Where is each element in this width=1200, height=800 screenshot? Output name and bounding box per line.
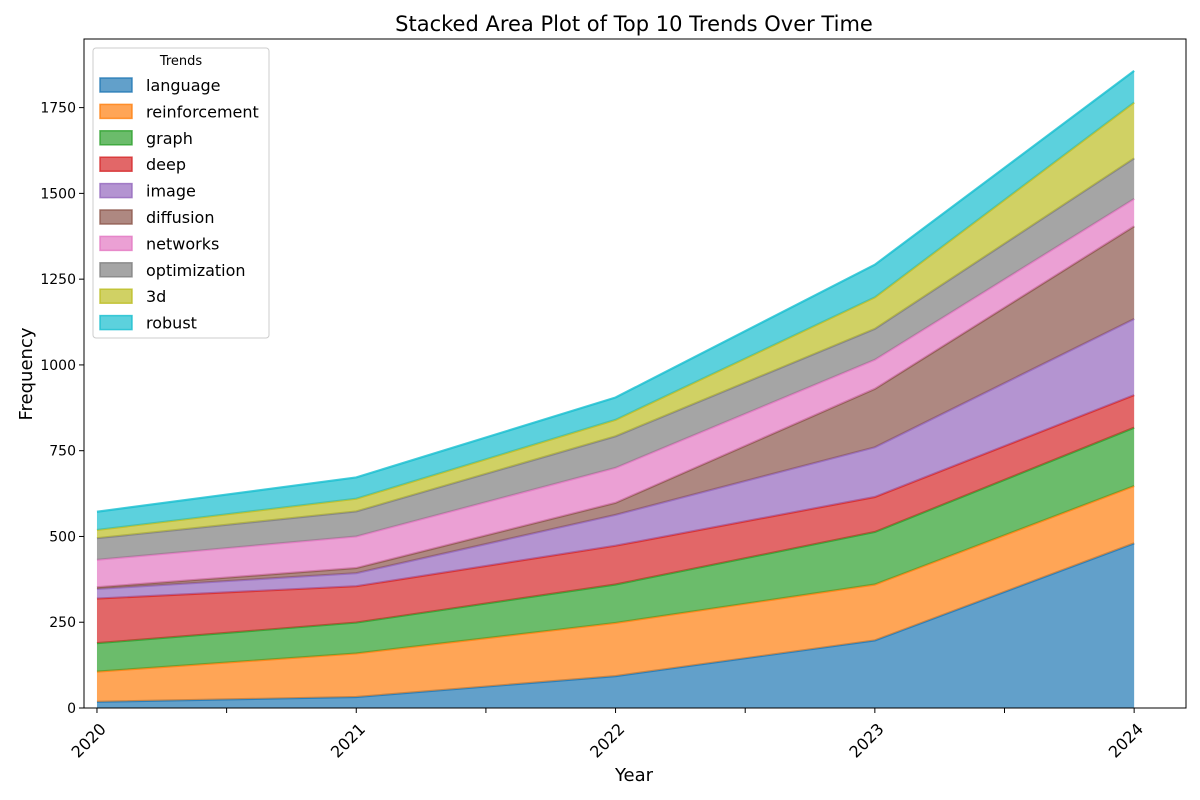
legend-items: language reinforcement graph deep image diffu… xyxy=(99,76,259,333)
legend-label-deep: deep xyxy=(146,155,186,174)
legend-swatch-diffusion xyxy=(99,209,133,225)
legend-label-robust: robust xyxy=(146,314,197,333)
y-tick-label: 250 xyxy=(49,615,76,631)
legend-swatch-robust xyxy=(99,314,133,331)
legend-label-optimization: optimization xyxy=(146,261,246,280)
legend-swatch-graph xyxy=(99,130,133,146)
y-tick-label: 1000 xyxy=(40,358,76,374)
x-tick-label: 2020 xyxy=(68,719,110,761)
legend-swatch-deep xyxy=(99,156,133,172)
legend-swatch-image xyxy=(99,182,133,199)
y-axis-label: Frequency xyxy=(16,327,37,420)
legend-label-reinforcement: reinforcement xyxy=(146,102,259,121)
area-graph xyxy=(96,427,1135,672)
y-tick-label: 1750 xyxy=(40,101,76,117)
legend-swatch-networks xyxy=(99,235,133,252)
legend-box xyxy=(92,47,270,339)
y-tick-label: 1250 xyxy=(40,272,76,288)
legend-swatch-language xyxy=(99,77,133,93)
legend-label-3d: 3d xyxy=(146,287,166,306)
y-tick-label: 0 xyxy=(67,701,76,717)
area-diffusion xyxy=(96,226,1135,589)
legend-label-image: image xyxy=(146,182,196,201)
y-tick-label: 500 xyxy=(49,529,76,545)
area-language xyxy=(96,543,1135,708)
chart-title: Stacked Area Plot of Top 10 Trends Over … xyxy=(395,12,873,36)
legend-label-graph: graph xyxy=(146,129,193,148)
x-tick-label: 2021 xyxy=(327,719,369,761)
area-deep xyxy=(96,395,1135,644)
x-tick-label: 2023 xyxy=(845,719,887,761)
legend-swatch-optimization xyxy=(99,262,133,278)
y-tick-label: 1500 xyxy=(40,186,76,202)
area-reinforcement xyxy=(96,486,1135,702)
x-axis: 2020 2021 2022 2023 2024 xyxy=(68,708,1147,762)
y-tick-label: 750 xyxy=(49,444,76,460)
legend-title: Trends xyxy=(159,54,203,69)
legend-swatch-3d xyxy=(99,288,133,304)
area-series-group xyxy=(96,70,1135,708)
plot-frame xyxy=(83,38,1187,709)
area-edge-robust xyxy=(96,70,1135,513)
legend-label-language: language xyxy=(146,76,221,95)
legend-label-networks: networks xyxy=(146,234,219,253)
legend: Trends language reinforcement graph deep ima… xyxy=(92,47,270,339)
x-axis-label: Year xyxy=(614,765,654,786)
legend-label-diffusion: diffusion xyxy=(146,208,214,227)
area-image xyxy=(96,318,1135,599)
legend-swatch-reinforcement xyxy=(99,103,133,120)
x-tick-label: 2024 xyxy=(1105,719,1147,761)
y-axis: 0 250 500 750 1000 1250 1500 1750 xyxy=(40,101,84,717)
x-tick-label: 2022 xyxy=(586,719,628,761)
